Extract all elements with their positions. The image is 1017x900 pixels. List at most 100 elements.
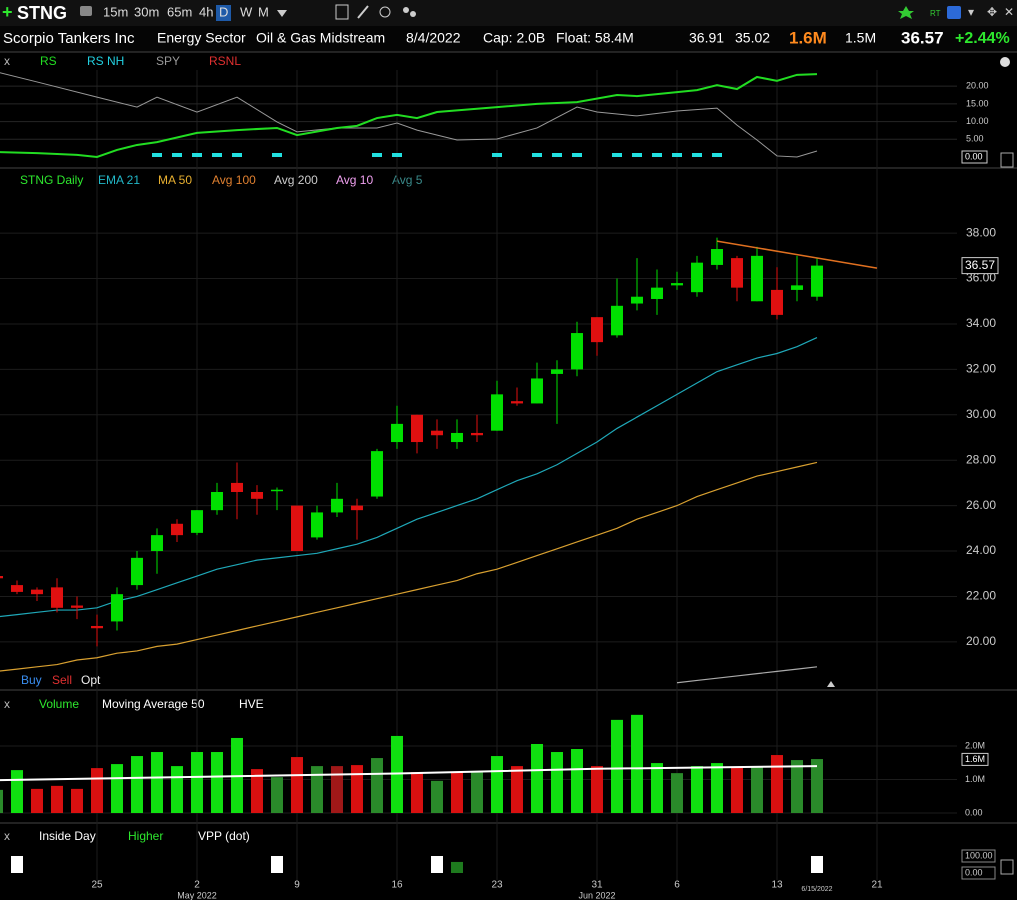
rs-nh-marker xyxy=(492,153,502,157)
icon[interactable] xyxy=(1000,152,1014,168)
candle-body xyxy=(251,491,263,499)
legend-item[interactable]: RS NH xyxy=(87,54,124,68)
volume-bar xyxy=(391,735,403,813)
trendline xyxy=(716,240,878,269)
timeframe[interactable]: D xyxy=(219,4,228,19)
candle-body xyxy=(351,505,363,511)
legend-item[interactable]: x xyxy=(4,829,10,843)
quote-bar-bg xyxy=(0,26,1017,52)
rs-nh-marker xyxy=(392,153,402,157)
legend-item[interactable]: Avg 5 xyxy=(392,173,423,187)
volume-bar xyxy=(591,766,603,813)
settings-icon[interactable] xyxy=(1000,57,1010,67)
candle-body xyxy=(211,491,223,511)
candle-body xyxy=(0,576,3,579)
symbol[interactable]: STNG xyxy=(17,3,67,23)
timeframe[interactable]: 15m xyxy=(103,4,128,19)
timeframe[interactable]: 4h xyxy=(199,4,213,19)
legend-item[interactable]: HVE xyxy=(239,697,264,711)
date: 8/4/2022 xyxy=(406,30,461,46)
candle-body xyxy=(771,289,783,315)
legend-item[interactable]: Avg 100 xyxy=(212,173,256,187)
legend-item[interactable]: EMA 21 xyxy=(98,173,140,187)
icon[interactable] xyxy=(80,6,92,16)
legend-item[interactable]: STNG Daily xyxy=(20,173,83,187)
volume-bar xyxy=(631,714,643,813)
float: Float: 58.4M xyxy=(556,30,634,46)
cap: Cap: 2.0B xyxy=(483,30,545,46)
y-tick-label: 100.00 xyxy=(965,850,993,860)
rs-nh-marker xyxy=(192,153,202,157)
volume-bar xyxy=(51,785,63,813)
icon[interactable] xyxy=(357,5,369,19)
legend-item[interactable]: VPP (dot) xyxy=(198,829,250,843)
legend-item[interactable]: Volume xyxy=(39,697,79,711)
volume-bar xyxy=(351,765,363,813)
close-icon[interactable]: ✕ xyxy=(1004,5,1014,19)
legend-item[interactable]: RSNL xyxy=(209,54,241,68)
volume-bar xyxy=(691,766,703,813)
legend-item[interactable]: MA 50 xyxy=(158,173,192,187)
volume-bar xyxy=(0,789,3,813)
high: 36.91 xyxy=(689,30,724,46)
rs-nh-marker xyxy=(272,153,282,157)
timeframe[interactable]: 30m xyxy=(134,4,159,19)
icon[interactable]: ▾ xyxy=(968,5,974,19)
candle-body xyxy=(371,451,383,497)
rs-nh-marker xyxy=(532,153,542,157)
volume-bar xyxy=(531,743,543,813)
legend-item[interactable]: Higher xyxy=(128,829,163,843)
legend-item[interactable]: RS xyxy=(40,54,57,68)
timeframe[interactable]: W xyxy=(240,4,253,19)
trade-button[interactable]: Sell xyxy=(52,673,72,687)
volume-bar xyxy=(91,768,103,813)
add-icon[interactable]: + xyxy=(2,2,13,22)
candle-body xyxy=(451,432,463,443)
legend-item[interactable]: Moving Average 50 xyxy=(102,697,205,711)
x-tick-label: 31 xyxy=(591,880,603,891)
volume-bar xyxy=(31,788,43,813)
dropdown[interactable] xyxy=(277,10,287,17)
legend-item[interactable]: Avg 10 xyxy=(336,173,373,187)
x-tick-label: 16 xyxy=(391,880,403,891)
legend-item[interactable]: x xyxy=(4,54,10,68)
legend-item[interactable]: Inside Day xyxy=(39,829,96,843)
candle-body xyxy=(131,557,143,586)
y-tick-label: 38.00 xyxy=(966,225,996,239)
legend-item[interactable]: SPY xyxy=(156,54,180,68)
candle-body xyxy=(311,512,323,538)
candle-body xyxy=(11,585,23,592)
star-icon[interactable] xyxy=(898,6,914,19)
icon[interactable] xyxy=(947,6,961,19)
y-tick-label: 32.00 xyxy=(966,362,996,376)
legend-item[interactable]: x xyxy=(4,697,10,711)
rs-nh-marker xyxy=(672,153,682,157)
trade-button[interactable]: Opt xyxy=(81,673,101,687)
rs-nh-marker xyxy=(372,153,382,157)
volume-bar xyxy=(211,752,223,813)
candle-body xyxy=(51,587,63,608)
tick-tag-bg xyxy=(961,866,996,880)
trade-button[interactable]: Buy xyxy=(21,673,42,687)
icon[interactable] xyxy=(1000,859,1014,875)
timeframe[interactable]: M xyxy=(258,4,269,19)
zero-tag-bg xyxy=(961,150,988,164)
x-tick-label: 23 xyxy=(491,880,503,891)
icon[interactable] xyxy=(379,6,391,18)
icon[interactable]: ✥ xyxy=(987,5,997,19)
icon[interactable] xyxy=(335,4,349,20)
icon[interactable] xyxy=(403,7,409,13)
icon[interactable] xyxy=(410,11,416,17)
volume-tag-bg xyxy=(961,752,989,766)
low: 35.02 xyxy=(735,30,770,46)
change: +2.44% xyxy=(955,30,1010,47)
month-label: May 2022 xyxy=(177,890,217,900)
candle-body xyxy=(331,498,343,513)
timeframe[interactable]: 65m xyxy=(167,4,192,19)
moving-average xyxy=(0,337,818,618)
x-tick-label: 13 xyxy=(771,880,783,891)
volume-bar xyxy=(371,758,383,813)
candle-body xyxy=(91,625,103,629)
legend-item[interactable]: Avg 200 xyxy=(274,173,318,187)
candle-body xyxy=(431,430,443,436)
